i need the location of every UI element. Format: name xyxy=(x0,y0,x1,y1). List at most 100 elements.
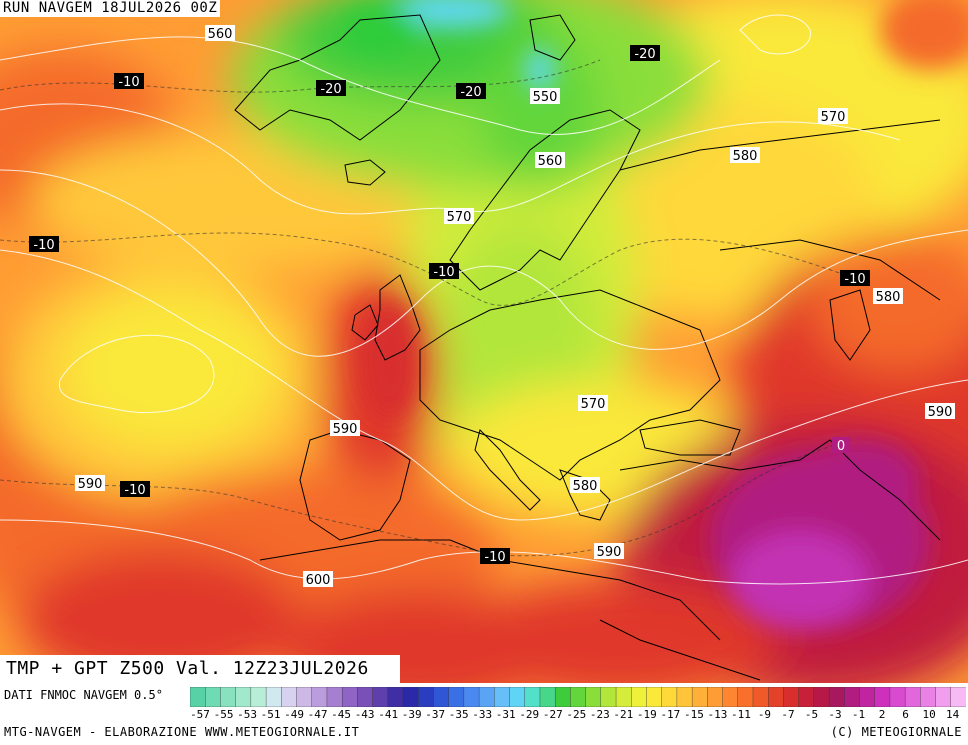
colorbar xyxy=(190,687,966,707)
colorbar-swatch xyxy=(250,687,267,707)
colorbar-tick-label: -5 xyxy=(804,708,819,721)
colorbar-tick-label: 6 xyxy=(902,708,909,721)
colorbar-swatch xyxy=(859,687,876,707)
colorbar-swatch xyxy=(904,687,922,707)
colorbar-swatch xyxy=(402,687,419,707)
colorbar-swatch xyxy=(707,687,724,707)
gpt-label: 570 xyxy=(581,397,606,412)
colorbar-swatch xyxy=(554,687,572,707)
isohypse-ring-ne xyxy=(739,14,811,55)
colorbar-tick-label: -23 xyxy=(589,708,610,721)
colorbar-tick-label: -37 xyxy=(425,708,446,721)
colorbar-swatch xyxy=(418,687,435,707)
colorbar-tick-label: -1 xyxy=(851,708,866,721)
map-title: TMP + GPT Z500 Val. 12Z23JUL2026 xyxy=(0,655,400,683)
colorbar-tick-label: -9 xyxy=(757,708,772,721)
europe-mainland-borders xyxy=(419,289,721,481)
gpt-label: 560 xyxy=(208,27,233,42)
colorbar-tick-label: -53 xyxy=(237,708,257,721)
colorbar-swatch xyxy=(509,687,526,707)
colorbar-swatch xyxy=(220,687,237,707)
isohypse-high-center xyxy=(58,334,215,414)
turkey-coast xyxy=(619,439,941,541)
tmp-label: -10 xyxy=(33,238,54,253)
colorbar-tick-label: -41 xyxy=(378,708,399,721)
colorbar-swatch xyxy=(326,687,343,707)
colorbar-tick-label: -39 xyxy=(401,708,422,721)
gpt-label: 590 xyxy=(333,422,358,437)
britain-coast xyxy=(374,274,421,361)
tmp-label: -10 xyxy=(844,272,865,287)
gpt-label: 590 xyxy=(78,477,103,492)
footer-copyright: (C) METEOGIORNALE xyxy=(830,725,962,739)
colorbar-tick-label: -7 xyxy=(781,708,795,721)
tmp-label: -20 xyxy=(634,47,655,62)
colorbar-swatch xyxy=(357,687,374,707)
colorbar-tick-label: -13 xyxy=(707,708,728,721)
gpt-label: 590 xyxy=(928,405,953,420)
colorbar-tick-label: -57 xyxy=(190,708,210,721)
gpt-label: 570 xyxy=(821,110,846,125)
colorbar-tick-label: 2 xyxy=(878,708,886,721)
isotherm-minus-20 xyxy=(0,59,601,93)
tmp-label: -20 xyxy=(320,82,341,97)
colorbar-swatch xyxy=(889,687,906,707)
footer-credit: MTG-NAVGEM - ELABORAZIONE WWW.METEOGIORN… xyxy=(4,725,360,739)
temperature-field-detail xyxy=(340,0,968,630)
colorbar-tick-label: -43 xyxy=(354,708,375,721)
tmp-labels: -10 -20 -20 -20 -10 -10 -10 -10 -10 0 xyxy=(29,45,870,565)
gpt-labels: 560 550 560 570 570 580 580 570 590 590 … xyxy=(75,25,955,588)
gpt-label: 570 xyxy=(447,210,472,225)
colorbar-swatch xyxy=(813,687,830,707)
colorbar-swatch xyxy=(463,687,480,707)
colorbar-swatch xyxy=(661,687,678,707)
gpt-label: 550 xyxy=(533,90,558,105)
gpt-label: 600 xyxy=(306,573,331,588)
colorbar-tick-label: -15 xyxy=(683,708,704,721)
colorbar-tick-label: 10 xyxy=(922,708,936,721)
colorbar-tick-label: -3 xyxy=(828,708,842,721)
colorbar-swatch xyxy=(737,687,754,707)
tmp-label: -20 xyxy=(460,85,481,100)
colorbar-tick-labels: -57 -55 -53 -51 -49 -47 -45 -43 -41 -39 -37 -35 -33-… xyxy=(190,708,966,722)
run-label: RUN NAVGEM 18JUL2026 00Z xyxy=(0,0,221,17)
gpt-isohypses xyxy=(0,14,968,585)
tmp-label: -10 xyxy=(118,75,139,90)
colorbar-swatch xyxy=(281,687,298,707)
gpt-label: 560 xyxy=(538,154,563,169)
colorbar-swatch xyxy=(600,687,617,707)
gpt-label: 580 xyxy=(573,479,598,494)
colorbar-tick-label: -55 xyxy=(213,708,234,721)
temperature-field-shading xyxy=(0,0,968,683)
colorbar-swatch xyxy=(311,687,328,707)
colorbar-swatch xyxy=(372,687,389,707)
colorbar-swatch xyxy=(935,687,952,707)
colorbar-swatch xyxy=(235,687,252,707)
colorbar-tick-label: -33 xyxy=(472,708,493,721)
colorbar-swatch xyxy=(387,687,404,707)
tmp-label: -10 xyxy=(124,483,145,498)
colorbar-swatch xyxy=(920,687,937,707)
colorbar-tick-label: -35 xyxy=(448,708,469,721)
isohypse-560 xyxy=(0,36,721,135)
colorbar-swatch xyxy=(190,687,206,707)
tmp-label: -10 xyxy=(484,550,505,565)
gpt-label: 580 xyxy=(876,290,901,305)
colorbar-swatch xyxy=(874,687,891,707)
colorbar-swatch xyxy=(676,687,693,707)
colorbar-swatch xyxy=(524,687,541,707)
russia-south-border xyxy=(719,239,941,301)
colorbar-swatch xyxy=(494,687,511,707)
colorbar-swatch xyxy=(448,687,465,707)
tmp-label: 0 xyxy=(837,439,845,454)
iceland-coast xyxy=(344,159,386,186)
colorbar-tick-label: -45 xyxy=(331,708,352,721)
colorbar-swatch xyxy=(691,687,709,707)
colorbar-swatch xyxy=(433,687,450,707)
colorbar-swatch xyxy=(265,687,283,707)
colorbar-swatch xyxy=(844,687,861,707)
colorbar-tick-label: -17 xyxy=(660,708,681,721)
colorbar-tick-label: -29 xyxy=(519,708,540,721)
black-sea-coast xyxy=(639,419,741,456)
gpt-label: 580 xyxy=(733,149,758,164)
